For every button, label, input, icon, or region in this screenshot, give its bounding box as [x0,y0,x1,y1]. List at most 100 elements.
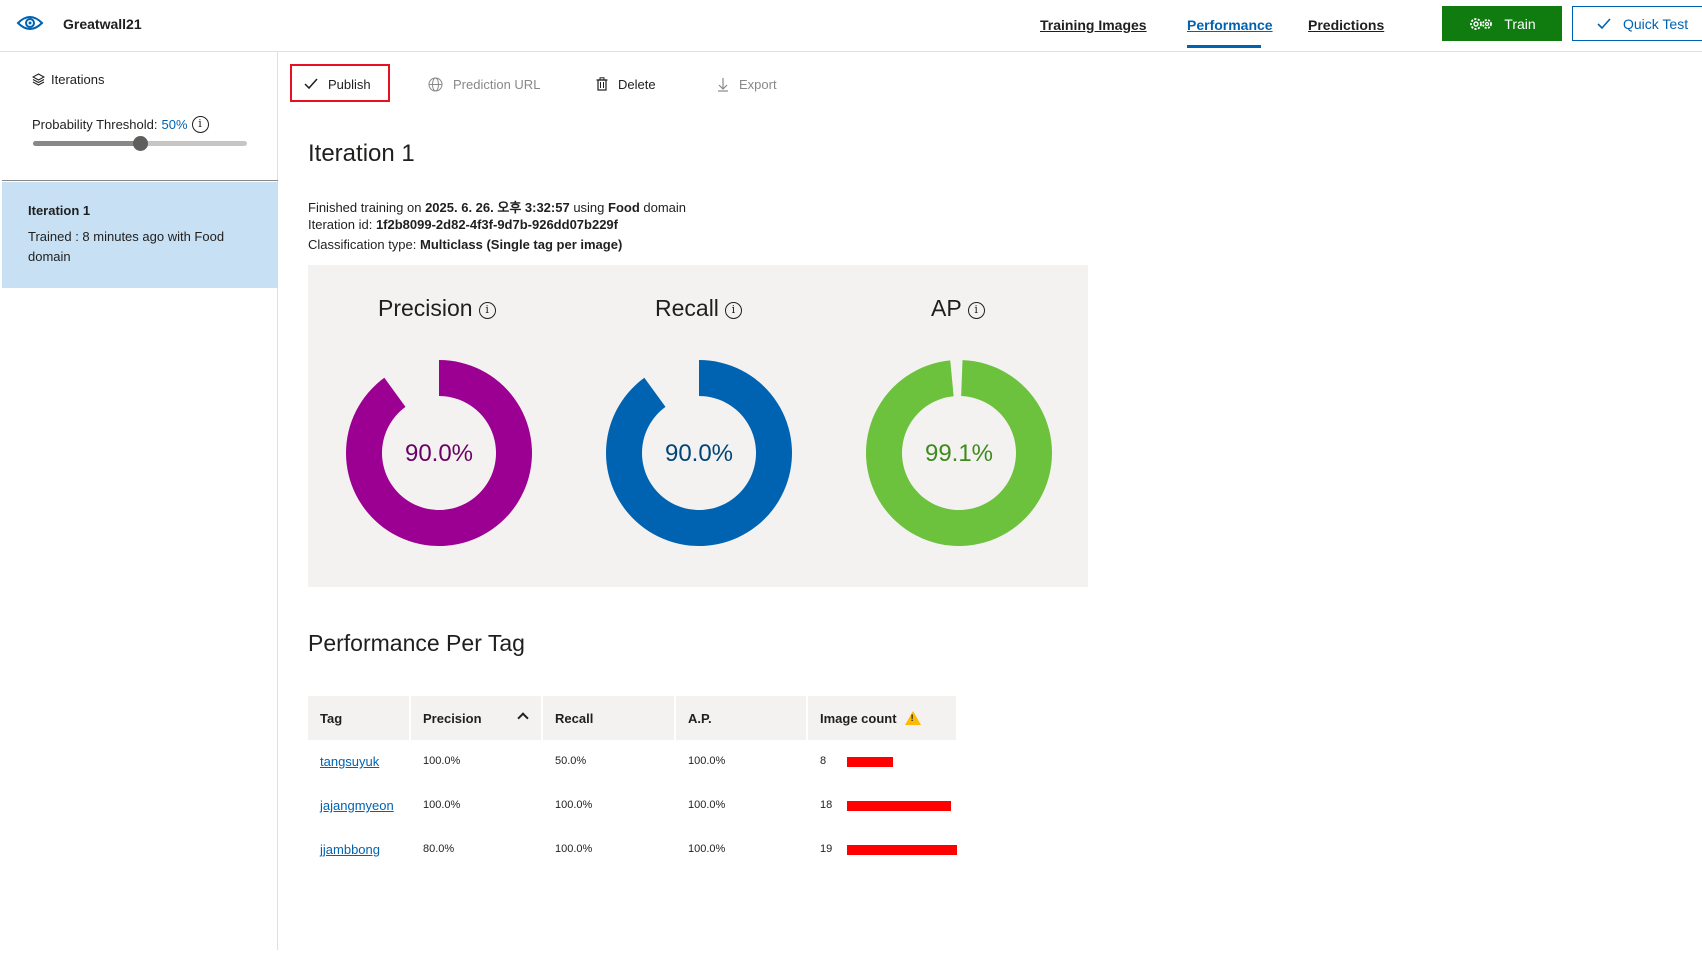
info-icon[interactable]: i [478,302,496,319]
custom-vision-eye-icon[interactable] [16,12,44,34]
recall-donut [606,360,792,546]
ap-arc [866,360,1052,546]
image-count-header-label: Image count [820,710,897,726]
image-count-cell: 8 [820,755,827,767]
classification-prefix: Classification type: [308,237,420,252]
trash-icon [596,77,608,91]
recall-title: Recall i [655,295,742,322]
classification-type-line: Classification type: Multiclass (Single … [308,237,622,252]
iteration-title: Iteration 1 [308,140,415,167]
layers-icon [32,73,45,86]
recall-value: 90.0% [664,440,734,467]
ap-cell: 100.0% [688,755,726,767]
column-header-recall[interactable]: Recall [543,696,674,740]
quick-test-button[interactable]: Quick Test [1572,6,1702,41]
active-tab-underline [1187,45,1261,48]
publish-button[interactable]: Publish [304,66,371,102]
finished-suffix: domain [639,200,687,215]
train-button[interactable]: Train [1442,6,1562,41]
threshold-slider[interactable] [33,136,247,151]
column-header-precision[interactable]: Precision [411,696,541,740]
sidebar-divider [2,180,278,181]
download-icon [718,77,728,92]
classification-type: Multiclass (Single tag per image) [420,237,623,252]
finished-prefix: Finished training on [308,200,426,215]
finished-date: 2025. 6. 26. 오후 3:32:57 [425,200,570,215]
recall-arc [606,360,792,546]
column-header-ap[interactable]: A.P. [676,696,806,740]
iteration-item-description: Trained : 8 minutes ago with Food domain [28,229,225,264]
prediction-url-button[interactable]: Prediction URL [428,66,540,102]
ap-donut [866,360,1052,546]
slider-fill [33,141,140,146]
tab-performance[interactable]: Performance [1187,17,1273,33]
image-count-cell: 19 [820,843,833,855]
sort-ascending-icon [517,712,529,724]
performance-per-tag-title: Performance Per Tag [308,630,525,656]
precision-arc [346,360,532,546]
publish-label: Publish [328,76,371,92]
recall-cell: 50.0% [555,755,587,767]
recall-cell: 100.0% [555,843,593,855]
ap-value: 99.1% [924,440,994,467]
tab-predictions[interactable]: Predictions [1308,17,1385,33]
checkmark-icon [1597,17,1611,29]
warning-icon[interactable] [904,711,921,725]
probability-threshold: Probability Threshold: 50% i [32,116,209,133]
iterations-sidebar: Iterations Probability Threshold: 50% i … [2,52,278,950]
threshold-value: 50% [161,117,188,132]
precision-cell: 100.0% [423,799,461,811]
finished-domain: Food [608,200,640,215]
info-icon[interactable]: i [967,302,985,319]
image-count-bar [847,757,894,767]
iteration-id: 1f2b8099-2d82-4f3f-9d7b-926dd07b229f [375,217,618,232]
column-header-image-count[interactable]: Image count [808,696,956,740]
precision-header-label: Precision [423,710,482,726]
ap-cell: 100.0% [688,799,726,811]
tag-header-label: Tag [320,710,343,726]
quick-test-label: Quick Test [1623,15,1689,32]
delete-label: Delete [618,76,656,92]
image-count-bar [847,845,957,855]
iteration-list-item[interactable]: Iteration 1 Trained : 8 minutes ago with… [2,182,278,288]
info-icon[interactable]: i [191,116,209,133]
export-label: Export [739,76,777,92]
ap-header-label: A.P. [688,710,712,726]
precision-title: Precision i [378,295,496,322]
precision-donut [346,360,532,546]
globe-icon [428,77,443,91]
recall-label: Recall [655,295,719,321]
threshold-label: Probability Threshold: [32,117,158,132]
checkmark-icon [304,78,318,90]
iteration-item-title: Iteration 1 [28,203,91,218]
tag-link[interactable]: jjambbong [320,842,380,857]
tab-training-images[interactable]: Training Images [1040,17,1147,33]
column-header-tag[interactable]: Tag [308,696,409,740]
info-icon[interactable]: i [724,302,742,319]
tag-link[interactable]: jajangmyeon [320,798,394,813]
precision-label: Precision [378,295,473,321]
finished-mid: using [569,200,609,215]
image-count-cell: 18 [820,799,833,811]
export-button[interactable]: Export [717,66,777,102]
ap-cell: 100.0% [688,843,726,855]
ap-title: AP i [931,295,985,322]
iteration-id-prefix: Iteration id: [308,217,376,232]
tag-link[interactable]: tangsuyuk [320,754,380,769]
image-count-bar [847,801,952,811]
train-label: Train [1504,15,1536,32]
iteration-id-line: Iteration id: 1f2b8099-2d82-4f3f-9d7b-92… [308,217,618,232]
recall-header-label: Recall [555,710,594,726]
delete-button[interactable]: Delete [596,66,656,102]
precision-value: 90.0% [404,440,474,467]
gears-icon [1470,17,1493,30]
ap-label: AP [931,295,962,321]
metrics-panel: Precision i Recall i AP i 90.0% 90.0% 99… [308,265,1088,587]
iterations-label: Iterations [51,72,105,87]
precision-cell: 100.0% [423,755,461,767]
top-header: Greatwall21 Training Images Performance … [0,0,1702,52]
iterations-heading: Iterations [32,72,104,87]
training-info-line: Finished training on 2025. 6. 26. 오후 3:3… [308,197,686,216]
prediction-url-label: Prediction URL [453,76,541,92]
slider-thumb[interactable] [133,136,148,151]
